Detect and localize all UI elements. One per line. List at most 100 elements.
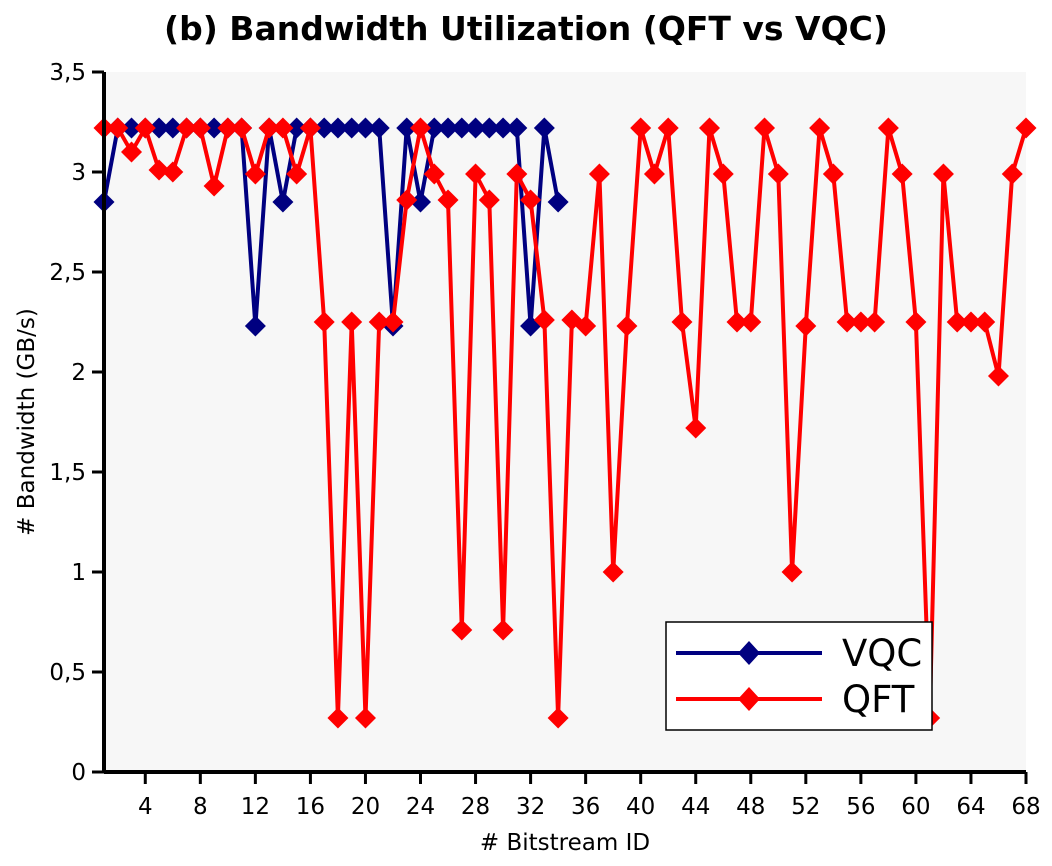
x-tick-label: 16 [296,794,325,820]
data-point-vqc [286,117,308,139]
data-point-qft [671,311,693,333]
data-point-vqc [354,117,376,139]
data-point-vqc [410,191,432,213]
data-point-qft [410,117,432,139]
data-point-qft [465,163,487,185]
data-point-qft [1001,163,1023,185]
x-tick-label: 52 [791,794,820,820]
data-point-qft [987,365,1009,387]
x-tick-label: 36 [571,794,600,820]
data-point-qft [905,311,927,333]
data-point-qft [176,117,198,139]
data-point-qft [107,117,129,139]
x-tick-label: 24 [406,794,435,820]
data-point-qft [657,117,679,139]
x-tick-label: 8 [193,794,208,820]
data-point-vqc [244,315,266,337]
data-point-vqc [396,117,418,139]
x-tick-label: 12 [241,794,270,820]
x-tick-label: 4 [138,794,153,820]
data-point-vqc [492,117,514,139]
data-point-qft [726,311,748,333]
data-point-qft [1015,117,1037,139]
data-point-vqc [148,117,170,139]
data-point-qft [121,141,143,163]
data-point-qft [437,189,459,211]
x-tick-label: 68 [1011,794,1040,820]
data-point-vqc [341,117,363,139]
data-point-qft [643,163,665,185]
data-point-qft [533,309,555,331]
data-point-vqc [272,191,294,213]
data-point-vqc [162,117,184,139]
data-point-qft [341,311,363,333]
x-tick-label: 48 [736,794,765,820]
y-tick-label: 0,5 [49,660,86,686]
data-point-qft [520,189,542,211]
data-point-vqc [121,117,143,139]
x-tick-label: 44 [681,794,710,820]
legend-label-qft: QFT [842,678,915,721]
data-point-qft [602,561,624,583]
data-point-qft [630,117,652,139]
data-point-qft [189,117,211,139]
data-point-qft [478,189,500,211]
data-point-vqc [203,117,225,139]
x-tick-label: 56 [846,794,875,820]
data-point-qft [588,163,610,185]
data-point-qft [148,159,170,181]
data-point-qft [244,163,266,185]
data-point-qft [616,315,638,337]
data-point-qft [740,311,762,333]
y-tick-label: 3 [71,160,86,186]
y-tick-label: 0 [71,760,86,786]
legend: VQC QFT [665,621,933,731]
data-point-qft [506,163,528,185]
y-tick-label: 2 [71,360,86,386]
x-tick-label: 32 [516,794,545,820]
data-point-qft [313,311,335,333]
data-point-qft [203,175,225,197]
data-point-vqc [533,117,555,139]
legend-box [665,621,933,731]
y-tick-label: 3,5 [49,60,86,86]
data-point-qft [864,311,886,333]
data-point-qft [451,619,473,641]
data-point-qft [891,163,913,185]
data-point-qft [767,163,789,185]
data-point-qft [836,311,858,333]
data-point-qft [877,117,899,139]
legend-label-vqc: VQC [842,632,922,675]
data-point-vqc [368,117,390,139]
data-point-vqc [506,117,528,139]
data-point-qft [781,561,803,583]
data-point-qft [974,311,996,333]
y-tick-label: 1,5 [49,460,86,486]
data-point-vqc [451,117,473,139]
data-point-vqc [547,191,569,213]
data-point-qft [258,117,280,139]
data-point-qft [286,163,308,185]
data-point-qft [327,707,349,729]
data-point-qft [423,163,445,185]
x-tick-label: 20 [351,794,380,820]
data-point-qft [795,315,817,337]
data-point-qft [932,163,954,185]
x-axis-label: # Bitstream ID [480,830,650,856]
data-point-vqc [437,117,459,139]
y-tick-label: 1 [71,560,86,586]
data-point-qft [712,163,734,185]
data-point-qft [382,311,404,333]
y-tick-label: 2,5 [49,260,86,286]
data-point-qft [754,117,776,139]
data-point-qft [575,315,597,337]
data-point-vqc [313,117,335,139]
series-qft [93,117,1037,729]
data-point-qft [299,117,321,139]
data-point-qft [960,311,982,333]
x-tick-label: 28 [461,794,490,820]
data-point-qft [396,189,418,211]
data-point-qft [946,311,968,333]
legend-marker-qft [738,687,760,711]
